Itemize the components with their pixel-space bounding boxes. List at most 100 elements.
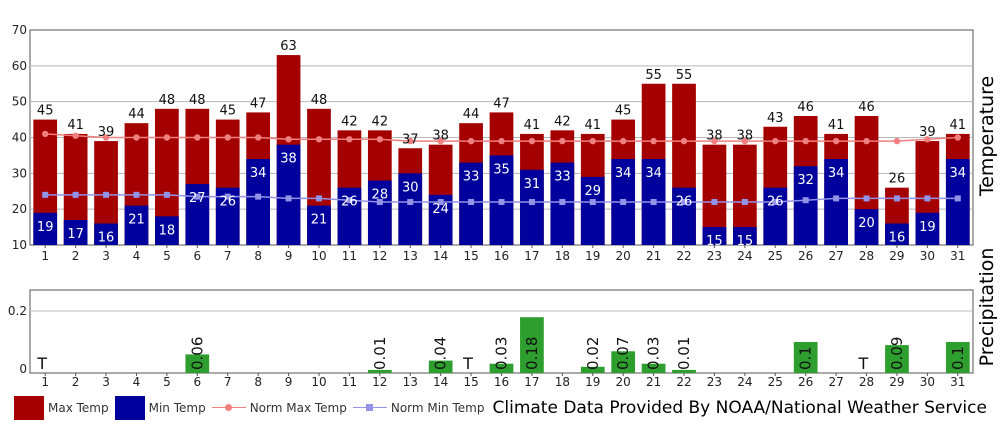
data-credit: Climate Data Provided By NOAA/National W… <box>492 398 987 418</box>
max-temp-data-label: 44 <box>463 107 480 122</box>
x-tick-label: 12 <box>372 249 387 263</box>
min-temp-bar <box>885 223 909 245</box>
min-temp-data-label: 33 <box>554 170 571 185</box>
norm-min-temp-point <box>924 195 931 202</box>
norm-max-temp-point <box>467 137 475 145</box>
norm-min-temp-point <box>954 195 961 202</box>
max-temp-bar <box>702 144 727 245</box>
x-tick-label: 22 <box>676 249 691 263</box>
norm-min-temp-point <box>42 191 49 198</box>
x-tick-label: 21 <box>646 375 661 389</box>
min-temp-bar <box>367 180 392 245</box>
norm-min-temp-point <box>194 193 201 200</box>
x-tick-label: 30 <box>920 375 935 389</box>
precip-bar <box>885 345 909 373</box>
legend-item-min-temp: Min Temp <box>114 396 206 420</box>
max-temp-data-label: 42 <box>372 114 389 129</box>
norm-max-temp-point <box>346 136 353 143</box>
max-temp-data-label: 63 <box>280 39 297 54</box>
norm-min-temp-point <box>437 199 444 205</box>
x-tick-label: 5 <box>163 249 171 263</box>
min-temp-swatch <box>114 396 145 420</box>
legend-label: Norm Max Temp <box>249 401 347 415</box>
y-tick-label: 40 <box>12 131 27 145</box>
precip-bar <box>611 351 636 373</box>
max-temp-bar <box>155 108 179 245</box>
norm-min-temp-point <box>559 199 566 205</box>
norm-max-temp-point <box>376 136 384 143</box>
max-temp-data-label: 55 <box>676 68 693 83</box>
precip-bar <box>945 342 970 373</box>
max-temp-data-label: 41 <box>584 118 601 133</box>
x-tick-label: 18 <box>555 249 570 263</box>
min-temp-data-label: 15 <box>706 234 723 249</box>
max-temp-data-label: 42 <box>554 114 571 129</box>
x-tick-label: 20 <box>616 249 631 263</box>
x-tick-label: 10 <box>311 375 326 389</box>
precip-data-label: 0.03 <box>645 337 663 370</box>
min-temp-bar <box>580 176 605 245</box>
max-temp-data-label: 43 <box>767 111 784 126</box>
x-tick-label: 6 <box>193 375 201 389</box>
x-tick-label: 12 <box>372 375 387 389</box>
y-tick-label: 10 <box>12 238 27 252</box>
legend-item-norm-min: Norm Min Temp <box>352 401 485 415</box>
max-temp-data-label: 44 <box>128 107 145 122</box>
x-tick-label: 1 <box>41 249 49 263</box>
x-tick-label: 25 <box>768 249 783 263</box>
x-tick-label: 16 <box>494 375 509 389</box>
min-temp-data-label: 20 <box>858 216 875 231</box>
min-temp-data-label: 30 <box>402 180 419 195</box>
norm-max-temp-point <box>407 137 414 145</box>
x-tick-label: 22 <box>676 375 691 389</box>
x-tick-label: 20 <box>616 375 631 389</box>
x-tick-label: 14 <box>433 249 448 263</box>
min-temp-bar <box>185 184 210 245</box>
x-tick-label: 15 <box>463 249 478 263</box>
max-temp-data-label: 41 <box>950 118 967 133</box>
min-temp-data-label: 24 <box>432 202 449 217</box>
min-temp-data-label: 19 <box>37 220 54 235</box>
norm-min-temp-point <box>163 191 170 198</box>
x-tick-label: 30 <box>920 249 935 263</box>
norm-max-temp-point <box>285 136 292 143</box>
min-temp-data-label: 34 <box>250 166 267 181</box>
x-tick-label: 13 <box>403 375 418 389</box>
precip-data-label: 0.06 <box>188 337 206 370</box>
norm-min-temp-point <box>528 199 535 205</box>
min-temp-bar <box>155 216 179 245</box>
norm-min-temp-point <box>315 195 322 202</box>
trace-label: T <box>858 354 869 373</box>
temperature-axis-label: Temperature <box>976 76 998 197</box>
min-temp-data-label: 26 <box>767 195 784 210</box>
x-tick-label: 9 <box>285 249 293 263</box>
x-tick-label: 19 <box>585 249 600 263</box>
norm-min-temp-point <box>498 199 505 205</box>
norm-max-temp-point <box>954 134 961 141</box>
max-temp-data-label: 48 <box>189 93 206 108</box>
precip-bar <box>489 363 514 373</box>
min-temp-data-label: 15 <box>737 234 754 249</box>
norm-max-temp-point <box>893 137 901 145</box>
norm-max-temp-point <box>711 137 718 145</box>
precip-data-label: 0.07 <box>614 337 632 370</box>
x-tick-label: 25 <box>768 375 783 389</box>
norm-min-temp-point <box>620 199 627 205</box>
x-tick-label: 1 <box>41 375 49 389</box>
max-temp-data-label: 39 <box>98 125 115 140</box>
x-tick-label: 2 <box>72 375 80 389</box>
precip-data-label: 0.01 <box>371 337 389 370</box>
norm-min-temp-point <box>255 193 262 200</box>
x-tick-label: 3 <box>102 249 110 263</box>
x-tick-label: 2 <box>72 249 80 263</box>
max-temp-data-label: 47 <box>250 96 267 111</box>
precip-bar <box>641 363 666 373</box>
min-temp-bar <box>398 173 423 245</box>
precip-data-label: 0.03 <box>493 337 511 370</box>
legend-label: Max Temp <box>48 401 109 415</box>
max-temp-data-label: 26 <box>889 172 906 187</box>
x-tick-label: 27 <box>828 375 843 389</box>
min-temp-bar <box>854 209 879 245</box>
max-temp-data-label: 37 <box>402 132 419 147</box>
max-temp-data-label: 38 <box>737 129 754 144</box>
